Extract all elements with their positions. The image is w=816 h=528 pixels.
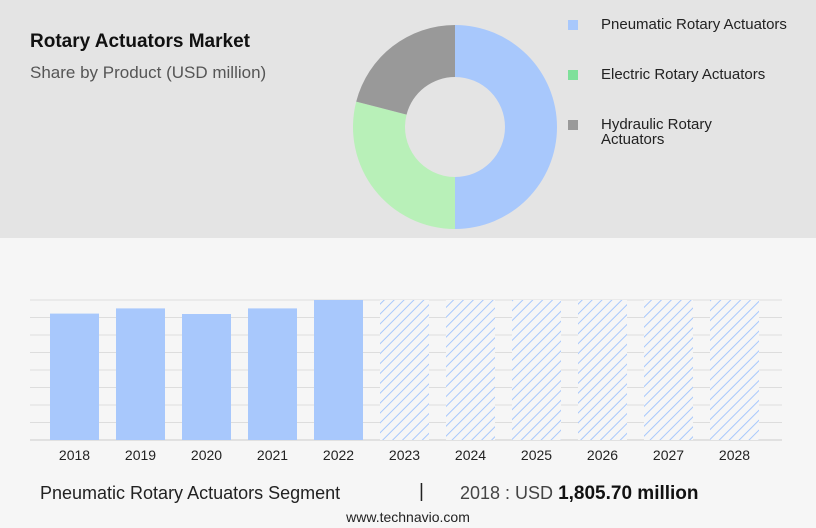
x-tick-label: 2023	[389, 447, 420, 463]
forecast-bar-2023	[380, 300, 429, 440]
bar-2021	[248, 308, 297, 440]
source-link[interactable]: www.technavio.com	[346, 509, 470, 525]
x-tick-label: 2022	[323, 447, 354, 463]
x-tick-label: 2018	[59, 447, 90, 463]
donut-slice-electric	[353, 101, 455, 229]
legend-label-hydraulic: Hydraulic Rotary Actuators	[601, 116, 712, 148]
legend-item-electric: Electric Rotary Actuators	[568, 67, 801, 82]
legend-item-pneumatic: Pneumatic Rotary Actuators	[568, 17, 801, 32]
legend-swatch-electric	[568, 70, 578, 80]
legend-swatch-hydraulic	[568, 120, 578, 130]
bar-2022	[314, 300, 363, 440]
forecast-bar-2025	[512, 300, 561, 440]
x-tick-label: 2027	[653, 447, 684, 463]
bar-2018	[50, 313, 99, 440]
x-tick-label: 2021	[257, 447, 288, 463]
chart-subtitle: Share by Product (USD million)	[30, 63, 267, 82]
footer-value-prefix: 2018 : USD	[460, 483, 559, 503]
legend-swatch-pneumatic	[568, 20, 578, 30]
footer-value-number: 1,805.70 million	[558, 483, 699, 504]
x-tick-label: 2026	[587, 447, 618, 463]
chart-title: Rotary Actuators Market	[30, 31, 250, 52]
forecast-bar-2026	[578, 300, 627, 440]
x-tick-label: 2028	[719, 447, 750, 463]
footer-segment-label: Pneumatic Rotary Actuators Segment	[40, 483, 341, 503]
forecast-bar-2024	[446, 300, 495, 440]
footer-value: 2018 : USD 1,805.70 million	[460, 483, 699, 505]
bar-chart: 2018 2019 2020 2021 2022 2023 2024 2025 2026 2027…	[30, 299, 782, 463]
forecast-bar-2027	[644, 300, 693, 440]
legend-label-electric: Electric Rotary Actuators	[601, 66, 766, 83]
donut-chart	[353, 25, 557, 229]
legend-label-pneumatic: Pneumatic Rotary Actuators	[601, 16, 787, 33]
forecast-bar-2028	[710, 300, 759, 440]
donut-slice-pneumatic	[455, 25, 557, 229]
x-tick-label: 2019	[125, 447, 156, 463]
footer-divider: |	[419, 481, 424, 502]
donut-slice-hydraulic	[356, 25, 455, 115]
x-tick-label: 2024	[455, 447, 486, 463]
x-tick-label: 2025	[521, 447, 552, 463]
x-tick-label: 2020	[191, 447, 222, 463]
bar-2019	[116, 308, 165, 440]
bar-2020	[182, 314, 231, 440]
legend-item-hydraulic: Hydraulic Rotary Actuators	[568, 117, 741, 147]
